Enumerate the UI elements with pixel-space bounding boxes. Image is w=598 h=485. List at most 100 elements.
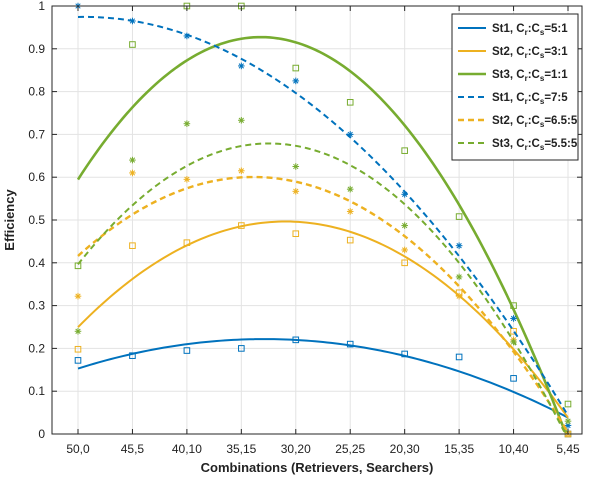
legend-box <box>451 13 579 161</box>
data-point <box>238 116 245 124</box>
data-point <box>129 242 136 249</box>
data-point <box>238 222 245 229</box>
legend-entry: St2, Cr:Cs=3:1 <box>458 46 568 60</box>
legend-subscript: s <box>540 143 545 152</box>
legend-subscript: r <box>525 143 528 152</box>
data-point <box>183 120 191 127</box>
data-point <box>401 259 408 267</box>
data-point <box>510 327 517 335</box>
y-tick-label: 0.9 <box>28 42 45 56</box>
data-point <box>455 242 463 249</box>
data-point <box>564 400 572 408</box>
data-point <box>564 417 572 425</box>
data-point <box>292 64 300 72</box>
legend-text-part: :C <box>528 138 540 150</box>
y-tick-label: 0.5 <box>28 213 45 227</box>
series-line <box>77 142 569 435</box>
legend-text-part: =5.5:5 <box>544 138 578 150</box>
series-3 <box>74 2 572 435</box>
x-tick-label: 40,10 <box>172 442 202 456</box>
x-tick-label: 50,0 <box>66 442 90 456</box>
y-tick-label: 0.4 <box>28 256 45 270</box>
legend-text-part: =3:1 <box>544 46 568 58</box>
data-point <box>292 230 300 237</box>
x-tick-label: 30,20 <box>281 442 311 456</box>
data-point <box>455 292 463 300</box>
legend-subscript: s <box>540 97 545 106</box>
data-point <box>292 77 300 85</box>
data-point <box>401 191 408 198</box>
legend-subscript: r <box>525 120 528 129</box>
data-point <box>346 340 354 348</box>
data-point <box>74 327 82 335</box>
legend-subscript: r <box>525 97 528 106</box>
data-point <box>510 375 517 382</box>
y-tick-label: 0.7 <box>28 127 45 141</box>
x-tick-label: 15,35 <box>444 442 474 456</box>
data-point <box>74 345 82 353</box>
legend-label: St3, Cr:Cs=5.5:5 <box>492 138 578 152</box>
legend-text-part: :C <box>528 69 540 81</box>
y-tick-label: 0.2 <box>28 341 45 355</box>
data-point <box>455 273 463 281</box>
legend-text-part: =1:1 <box>544 69 568 81</box>
data-point <box>129 169 136 177</box>
data-point <box>129 156 136 164</box>
y-tick-label: 0.8 <box>28 85 45 99</box>
data-point <box>346 131 354 138</box>
data-point <box>564 422 572 429</box>
legend-entry: St1, Cr:Cs=7:5 <box>458 92 568 106</box>
legend-subscript: s <box>540 51 545 60</box>
data-point <box>238 62 245 70</box>
data-point <box>401 147 408 154</box>
legend-text-part: :C <box>528 92 540 104</box>
legend-label: St2, Cr:Cs=3:1 <box>492 46 568 60</box>
data-point <box>510 315 517 322</box>
legend-text-part: =5:1 <box>544 23 568 35</box>
data-point <box>346 236 354 244</box>
legend-subscript: r <box>525 28 528 37</box>
legend-entry: St2, Cr:Cs=6.5:5 <box>458 115 578 129</box>
series-line <box>77 15 569 417</box>
legend-text-part: :C <box>528 46 540 58</box>
legend-entry: St3, Cr:Cs=5.5:5 <box>458 138 578 152</box>
legend-text-part: St3, C <box>492 69 525 81</box>
legend-text-part: St2, C <box>492 115 525 127</box>
data-point <box>401 350 408 358</box>
y-tick-label: 0.1 <box>28 384 45 398</box>
series-line <box>77 220 569 419</box>
legend-text-part: :C <box>528 115 540 127</box>
data-point <box>74 357 82 364</box>
data-point <box>510 302 517 309</box>
data-point <box>346 185 354 193</box>
y-tick-label: 0.6 <box>28 170 45 184</box>
data-point <box>401 246 408 254</box>
data-point <box>346 208 354 215</box>
data-point <box>183 176 191 183</box>
legend-text-part: St2, C <box>492 46 525 58</box>
data-point <box>292 188 300 195</box>
series-line <box>77 338 569 419</box>
x-tick-label: 20,30 <box>390 442 420 456</box>
series-line <box>76 35 570 435</box>
y-tick-label: 0 <box>38 427 45 441</box>
data-point <box>129 41 136 48</box>
series-2 <box>74 220 572 438</box>
legend-text-part: :C <box>528 23 540 35</box>
y-tick-label: 0.3 <box>28 299 45 313</box>
legend-subscript: s <box>540 28 545 37</box>
data-point <box>510 338 517 346</box>
legend-text-part: =6.5:5 <box>544 115 578 127</box>
legend-label: St2, Cr:Cs=6.5:5 <box>492 115 578 129</box>
legend-text-part: St1, C <box>492 23 525 35</box>
data-point <box>183 347 191 354</box>
x-tick-label: 10,40 <box>499 442 529 456</box>
data-point <box>292 336 300 344</box>
legend-subscript: r <box>525 51 528 60</box>
legend-subscript: r <box>525 74 528 83</box>
x-tick-label: 45,5 <box>121 442 145 456</box>
data-point <box>401 222 408 229</box>
